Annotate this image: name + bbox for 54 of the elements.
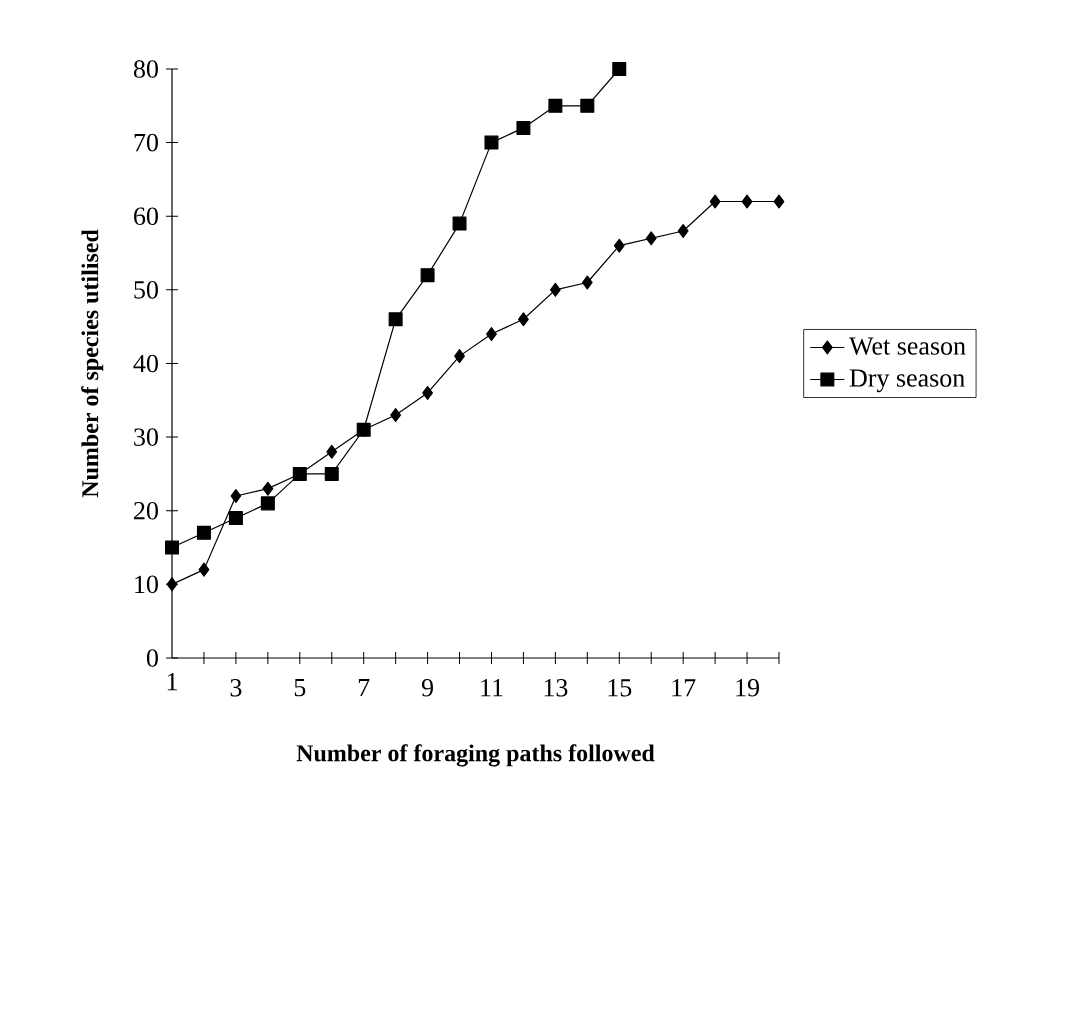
point bbox=[388, 312, 403, 327]
point bbox=[518, 312, 529, 327]
legend-label: Wet season bbox=[849, 337, 966, 355]
point bbox=[549, 282, 561, 297]
point bbox=[260, 496, 275, 511]
point bbox=[486, 327, 497, 342]
point bbox=[484, 135, 499, 150]
x-tick-label: 13 bbox=[544, 679, 568, 697]
point bbox=[228, 511, 243, 526]
point bbox=[230, 489, 242, 504]
y-tick-label: 80 bbox=[133, 60, 158, 78]
y-tick-label: 30 bbox=[134, 428, 158, 446]
x-axis-title: Number of foraging paths followed bbox=[296, 744, 655, 767]
point bbox=[581, 275, 593, 290]
y-tick-label: 20 bbox=[134, 501, 158, 520]
y-axis-title: Number of species utilised bbox=[81, 229, 104, 498]
legend-label: Dry season bbox=[849, 369, 965, 393]
point bbox=[262, 481, 274, 496]
point bbox=[452, 216, 467, 231]
point bbox=[166, 577, 178, 592]
x-tick-label: 5 bbox=[294, 679, 306, 697]
x-tick-label: 19 bbox=[736, 679, 759, 697]
point bbox=[613, 238, 625, 253]
y-tick-label: 0 bbox=[146, 649, 158, 667]
x-tick-label: 15 bbox=[608, 679, 632, 697]
point bbox=[773, 194, 785, 209]
point bbox=[390, 408, 402, 423]
point bbox=[454, 349, 465, 364]
point bbox=[420, 268, 435, 283]
y-tick-label: 10 bbox=[135, 575, 158, 594]
y-tick-label: 50 bbox=[134, 281, 158, 299]
point bbox=[612, 61, 627, 76]
point bbox=[422, 385, 433, 400]
point bbox=[196, 525, 211, 540]
y-tick-label: 40 bbox=[133, 354, 158, 373]
point bbox=[677, 223, 689, 238]
x-tick-label: 3 bbox=[230, 679, 242, 697]
point bbox=[326, 444, 338, 459]
point bbox=[198, 562, 210, 577]
point bbox=[165, 540, 179, 555]
y-tick-label: 60 bbox=[134, 207, 158, 226]
point bbox=[645, 231, 657, 246]
point bbox=[741, 194, 753, 209]
point bbox=[580, 98, 595, 113]
y-tick-label: 70 bbox=[134, 133, 158, 152]
point bbox=[324, 466, 339, 481]
point bbox=[516, 120, 531, 135]
x-tick-label: 1 bbox=[167, 673, 177, 691]
point bbox=[548, 98, 563, 113]
x-tick-label: 11 bbox=[481, 679, 503, 697]
x-tick-label: 17 bbox=[672, 679, 696, 697]
point bbox=[709, 194, 721, 209]
x-tick-label: 9 bbox=[421, 679, 433, 697]
x-tick-label: 7 bbox=[358, 679, 370, 697]
